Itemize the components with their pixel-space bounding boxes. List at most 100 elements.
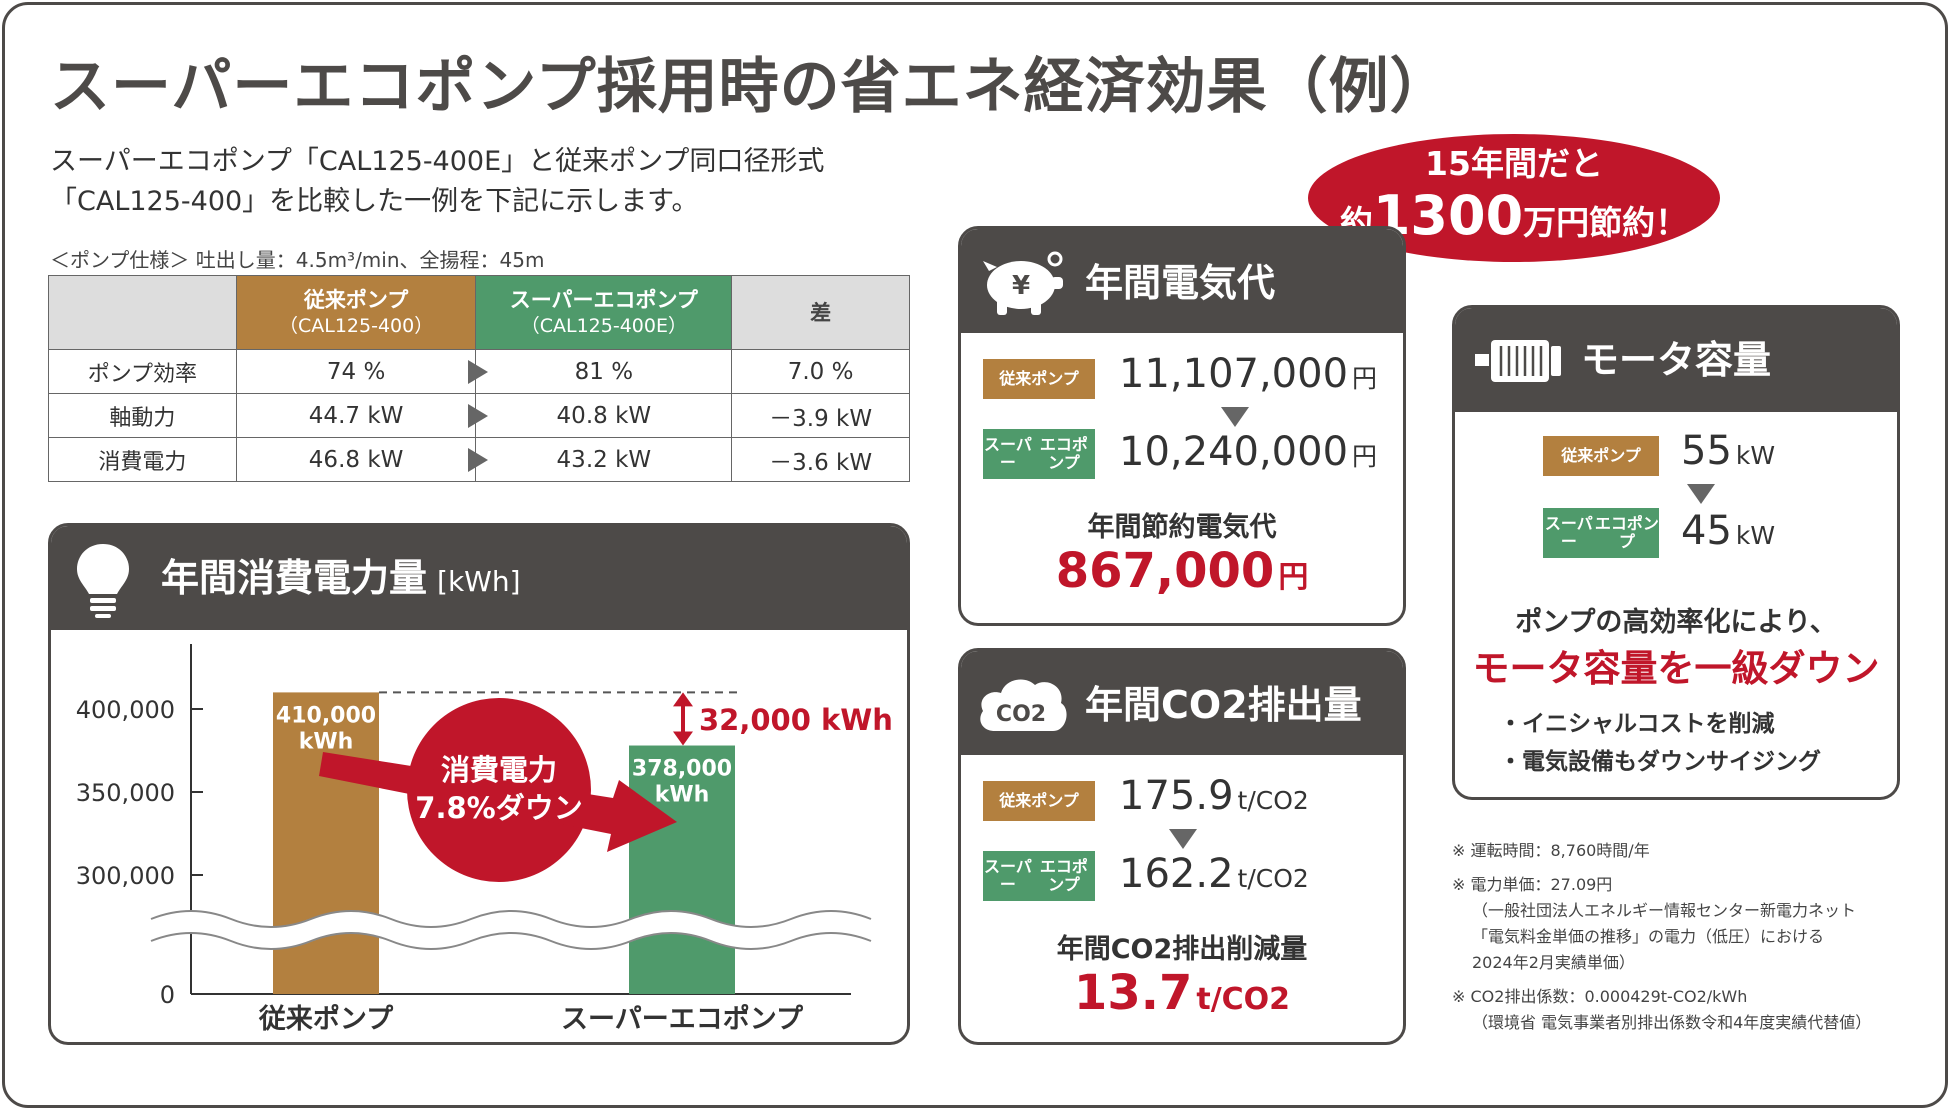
arrow-right-icon — [468, 403, 489, 428]
annual-co2-title: 年間CO2排出量 — [1085, 683, 1362, 727]
annual-electricity-title: 年間電気代 — [1085, 261, 1276, 305]
cost-saving-unit: 円 — [1278, 560, 1309, 595]
cost-saving-value: 867,000 — [1055, 543, 1275, 599]
bar-value-label: 410,000 — [276, 703, 376, 728]
cost-saving-label: 年間節約電気代 — [1087, 512, 1277, 543]
down-arrow-icon — [1221, 407, 1249, 427]
note-operating-hours: ※ 運転時間：8,760時間/年 — [1452, 841, 1650, 860]
annual-electricity-panel: ¥ 年間電気代 従来ポンプ 11,107,000 円 スーパー エコポンプ 10,2… — [958, 226, 1406, 626]
difference-arrow-head — [673, 692, 693, 707]
row-label: ポンプ効率 — [48, 349, 237, 394]
old-motor: 55 kW — [1681, 428, 1775, 474]
old-pump-tag: 従来ポンプ — [1543, 436, 1659, 476]
bubble-line-1: 15年間だと — [1425, 144, 1603, 183]
category-label: スーパーエコポンプ — [561, 1004, 804, 1035]
motor-message-1: ポンプの高効率化により、 — [1515, 607, 1837, 638]
row-label: 軸動力 — [48, 393, 237, 438]
page-title: スーパーエコポンプ採用時の省エネ経済効果（例） — [50, 52, 1451, 122]
old-cost-value: 11,107,000 — [1119, 351, 1349, 397]
bar-value-label: kWh — [299, 729, 354, 754]
intro-line-1: スーパーエコポンプ「CAL125-400E」と従来ポンプ同口径形式 — [50, 146, 825, 177]
intro-line-2: 「CAL125-400」を比較した一例を下記に示します。 — [50, 186, 699, 217]
old-motor-unit: kW — [1735, 441, 1776, 470]
axis-break-line — [150, 932, 872, 950]
note-co2-line: ※ CO2排出係数：0.000429t-CO2/kWh — [1452, 987, 1748, 1006]
row-label: 消費電力 — [48, 437, 237, 482]
new-motor: 45 kW — [1681, 508, 1775, 554]
row-new-text: 40.8 kW — [556, 402, 652, 429]
down-arrow-icon — [1169, 829, 1197, 849]
new-motor-unit: kW — [1735, 521, 1776, 550]
row-old-value: 46.8 kW — [235, 437, 477, 482]
axis-break-line — [150, 910, 872, 928]
new-tag-line-2: エコポンプ — [1039, 857, 1088, 894]
old-co2: 175.9 t/CO2 — [1119, 773, 1309, 819]
old-cost-unit: 円 — [1352, 364, 1378, 393]
piggy-bank-icon: ¥ — [983, 251, 1063, 315]
y-tick-label: 300,000 — [76, 862, 175, 890]
annual-electricity-header: ¥ 年間電気代 — [961, 229, 1403, 333]
old-cost: 11,107,000 円 — [1119, 351, 1377, 397]
old-pump-tag: 従来ポンプ — [983, 359, 1095, 399]
new-co2: 162.2 t/CO2 — [1119, 851, 1309, 897]
annual-consumption-panel: 年間消費電力量 [kWh] 400,000 350,000 300,000 0 410,0… — [48, 523, 910, 1045]
annual-co2-header: CO2 年間CO2排出量 — [961, 651, 1403, 755]
new-cost-unit: 円 — [1352, 442, 1378, 471]
difference-arrow-head — [673, 731, 693, 746]
motor-capacity-panel: モータ容量 従来ポンプ 55 kW スーパー エコポンプ 45 kW ポンプの高効率化… — [1452, 305, 1900, 800]
reduction-arrow — [319, 752, 677, 852]
row-new-text: 81 % — [574, 358, 634, 385]
co2-cloud-icon: CO2 — [980, 679, 1067, 731]
motor-icon — [1475, 340, 1561, 382]
new-co2-unit: t/CO2 — [1237, 864, 1309, 893]
table-row: 軸動力 44.7 kW 40.8 kW －3.9 kW — [48, 393, 910, 438]
footnotes: ※ 運転時間：8,760時間/年 ※ 電力単価：27.09円 （一般社団法人エネ… — [1452, 838, 1871, 1044]
annual-co2-panel: CO2 年間CO2排出量 従来ポンプ 175.9 t/CO2 スーパー エコポンプ … — [958, 648, 1406, 1045]
header-new-pump: スーパーエコポンプ （CAL125-400E） — [475, 275, 733, 350]
row-diff-value: －3.9 kW — [731, 393, 910, 438]
motor-bullet-2: ・電気設備もダウンサイジング — [1499, 749, 1821, 775]
row-old-value: 74 % — [235, 349, 477, 394]
table-row: ポンプ効率 74 % 81 % 7.0 % — [48, 349, 910, 394]
reduction-label-2: 7.8%ダウン — [415, 791, 582, 825]
header-old-label: 従来ポンプ — [303, 287, 409, 312]
old-co2-unit: t/CO2 — [1237, 786, 1309, 815]
note-co2-source: （環境省 電気事業者別排出係数令和4年度実績代替値） — [1472, 1013, 1872, 1032]
co2-saving-label: 年間CO2排出削減量 — [1056, 934, 1308, 965]
pump-spec: ＜ポンプ仕様＞ 吐出し量：4.5m³/min、全揚程：45m — [50, 248, 545, 272]
new-tag-line-1: スーパー — [984, 435, 1032, 472]
note-price-source-3: 2024年2月実績単価） — [1472, 953, 1635, 972]
new-cost-value: 10,240,000 — [1119, 429, 1349, 475]
y-tick-label: 400,000 — [76, 696, 175, 724]
header-old-pump: 従来ポンプ （CAL125-400） — [235, 275, 477, 350]
note-electricity-price: ※ 電力単価：27.09円 （一般社団法人エネルギー情報センター新電力ネット 「… — [1452, 872, 1871, 976]
axis-break-band — [146, 911, 876, 949]
note-co2-factor: ※ CO2排出係数：0.000429t-CO2/kWh （環境省 電気事業者別排… — [1452, 984, 1871, 1036]
reduction-label-1: 消費電力 — [441, 753, 557, 787]
new-pump-tag: スーパー エコポンプ — [983, 429, 1095, 479]
svg-text:¥: ¥ — [1012, 271, 1030, 301]
lightbulb-icon — [77, 544, 129, 618]
header-diff: 差 — [731, 275, 910, 350]
header-old-model: （CAL125-400） — [278, 314, 434, 337]
down-arrow-icon — [1687, 484, 1715, 504]
old-motor-value: 55 — [1681, 428, 1732, 474]
new-tag-line-2: エコポンプ — [1039, 435, 1088, 472]
annual-consumption-title: 年間消費電力量 — [161, 556, 428, 600]
co2-saving-value: 13.7 — [1073, 965, 1193, 1021]
arrow-right-icon — [468, 447, 489, 472]
note-price-source-1: （一般社団法人エネルギー情報センター新電力ネット — [1472, 901, 1857, 920]
bubble-suffix: 万円節約！ — [1523, 203, 1689, 242]
old-co2-value: 175.9 — [1119, 773, 1234, 819]
header-new-label: スーパーエコポンプ — [509, 287, 698, 312]
bar — [629, 745, 735, 994]
row-new-value: 40.8 kW — [468, 393, 733, 438]
category-label: 従来ポンプ — [258, 1004, 394, 1035]
note-price-line: ※ 電力単価：27.09円 — [1452, 875, 1613, 894]
old-pump-tag: 従来ポンプ — [983, 781, 1095, 821]
intro-text: スーパーエコポンプ「CAL125-400E」と従来ポンプ同口径形式 「CAL12… — [50, 142, 824, 222]
co2-saving-unit: t/CO2 — [1196, 982, 1291, 1017]
table-header-row: 従来ポンプ （CAL125-400） スーパーエコポンプ （CAL125-400… — [48, 275, 910, 350]
new-pump-tag: スーパー エコポンプ — [1543, 508, 1659, 558]
table-row: 消費電力 46.8 kW 43.2 kW －3.6 kW — [48, 437, 910, 482]
